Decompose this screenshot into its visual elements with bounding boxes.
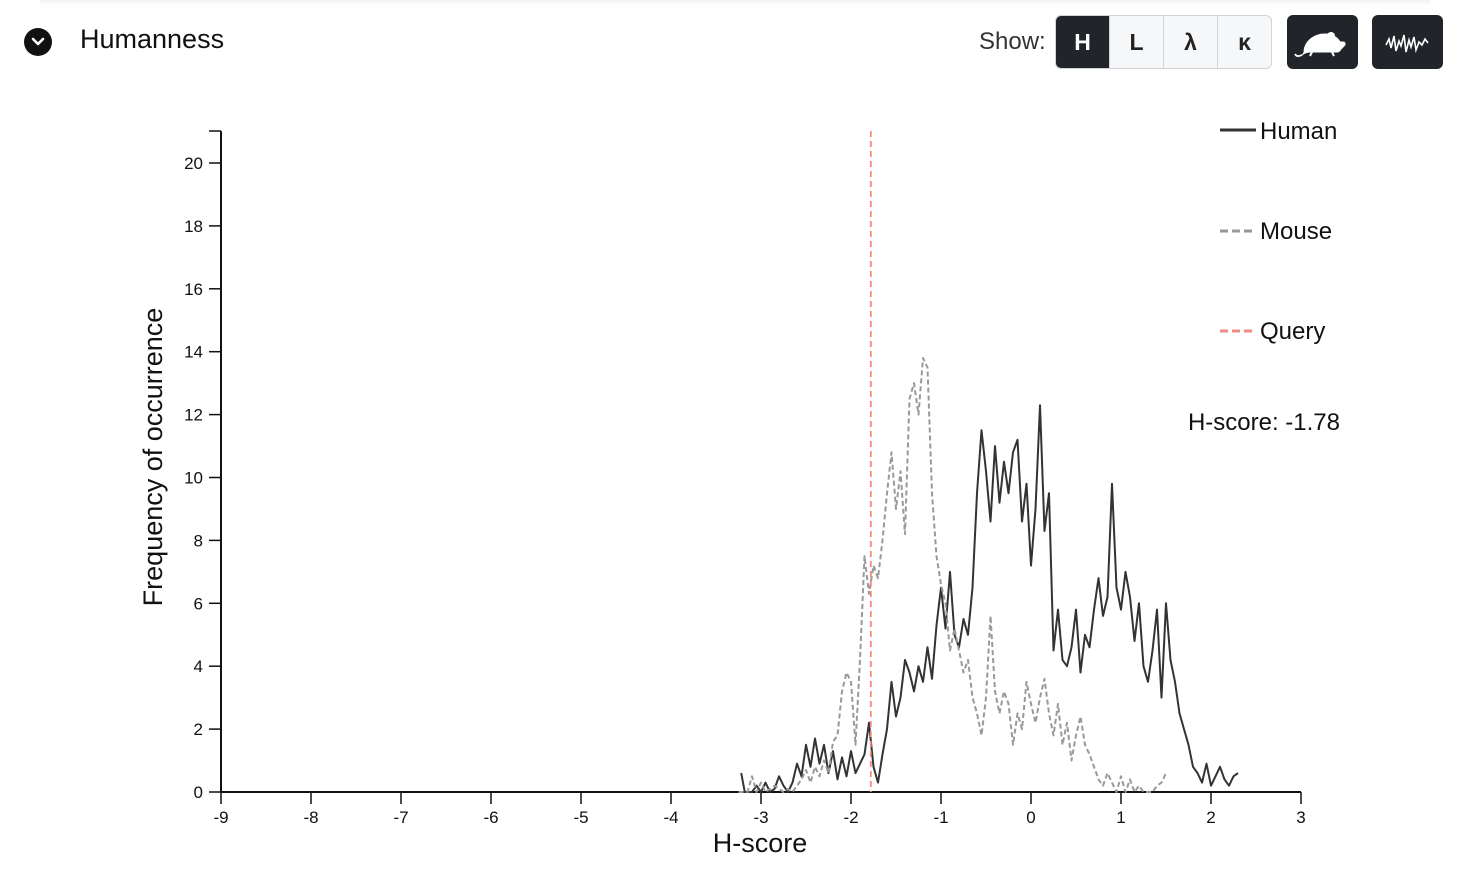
y-axis: 0 2 4 6 8 10 12 14 16 18 20 xyxy=(184,130,222,802)
series-mouse-line xyxy=(738,357,1167,793)
x-tick-label: -7 xyxy=(393,808,408,827)
y-tick-label: 0 xyxy=(194,783,203,802)
waveform-button[interactable] xyxy=(1372,15,1443,69)
legend-mouse-label: Mouse xyxy=(1260,218,1332,245)
mouse-button[interactable] xyxy=(1287,15,1358,69)
x-tick-label: -2 xyxy=(843,808,858,827)
panel-title: Humanness xyxy=(80,24,225,54)
legend-query-label: Query xyxy=(1260,318,1325,345)
option-kappa-button[interactable]: κ xyxy=(1238,28,1251,55)
y-tick-label: 4 xyxy=(194,657,203,676)
x-tick-label: -4 xyxy=(663,808,678,827)
x-tick-label: 3 xyxy=(1296,808,1305,827)
y-tick-label: 16 xyxy=(184,280,203,299)
metric-selector: H L λ κ xyxy=(1055,15,1272,69)
y-tick-label: 6 xyxy=(194,594,203,613)
y-tick-label: 18 xyxy=(184,217,203,236)
y-tick-label: 14 xyxy=(184,343,203,362)
x-tick-label: -8 xyxy=(303,808,318,827)
x-axis-title: H-score xyxy=(713,828,808,858)
y-tick-label: 10 xyxy=(184,469,203,488)
y-tick-label: 20 xyxy=(184,154,203,173)
x-tick-label: -3 xyxy=(753,808,768,827)
x-tick-label: 1 xyxy=(1116,808,1125,827)
top-divider xyxy=(40,0,1430,6)
x-tick-label: -9 xyxy=(213,808,228,827)
series-human-line xyxy=(740,404,1239,793)
option-lambda-button[interactable]: λ xyxy=(1164,16,1218,68)
mouse-icon xyxy=(1294,32,1346,57)
show-label: Show: xyxy=(979,28,1046,55)
y-tick-label: 8 xyxy=(194,531,203,550)
y-tick-label: 2 xyxy=(194,720,203,739)
x-axis: -9 -8 -7 -6 -5 -4 -3 -2 -1 0 1 2 3 xyxy=(213,791,1306,827)
x-tick-label: -5 xyxy=(573,808,588,827)
legend: Human Mouse Query xyxy=(1220,118,1337,345)
x-tick-label: -1 xyxy=(933,808,948,827)
hscore-annotation: H-score: -1.78 xyxy=(1188,409,1340,436)
legend-human-label: Human xyxy=(1260,118,1337,145)
option-l-button[interactable]: L xyxy=(1110,16,1164,68)
y-axis-title: Frequency of occurrence xyxy=(138,308,168,607)
waveform-icon xyxy=(1385,34,1429,54)
x-tick-label: 2 xyxy=(1206,808,1215,827)
series-layer xyxy=(738,131,1239,793)
x-tick-label: -6 xyxy=(483,808,498,827)
y-tick-label: 12 xyxy=(184,406,203,425)
option-h-button[interactable]: H xyxy=(1056,16,1110,68)
x-tick-label: 0 xyxy=(1026,808,1035,827)
chevron-down-icon[interactable] xyxy=(24,28,52,56)
panel-header: Humanness Show: H L λ κ xyxy=(0,0,1470,84)
